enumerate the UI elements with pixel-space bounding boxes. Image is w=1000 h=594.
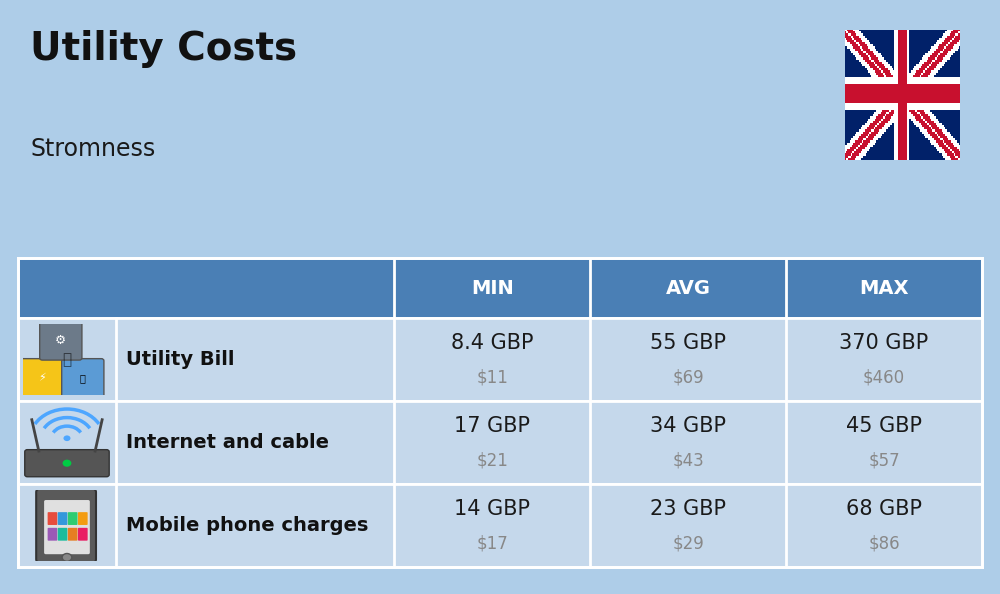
Text: $86: $86: [868, 535, 900, 552]
Text: 55 GBP: 55 GBP: [650, 333, 726, 353]
Text: 14 GBP: 14 GBP: [454, 499, 530, 519]
Text: 370 GBP: 370 GBP: [839, 333, 929, 353]
Text: Utility Bill: Utility Bill: [126, 350, 234, 369]
Text: 8.4 GBP: 8.4 GBP: [451, 333, 534, 353]
Text: 34 GBP: 34 GBP: [650, 416, 726, 436]
FancyBboxPatch shape: [18, 258, 982, 318]
Text: $69: $69: [672, 368, 704, 386]
Text: 23 GBP: 23 GBP: [650, 499, 726, 519]
Text: Mobile phone charges: Mobile phone charges: [126, 516, 368, 535]
Text: 17 GBP: 17 GBP: [454, 416, 530, 436]
FancyBboxPatch shape: [18, 484, 982, 567]
Text: Utility Costs: Utility Costs: [30, 30, 297, 68]
Text: $11: $11: [476, 368, 508, 386]
FancyBboxPatch shape: [18, 401, 982, 484]
Text: $29: $29: [672, 535, 704, 552]
Text: 68 GBP: 68 GBP: [846, 499, 922, 519]
FancyBboxPatch shape: [18, 318, 982, 401]
Text: $57: $57: [868, 451, 900, 469]
Text: AVG: AVG: [666, 279, 711, 298]
Text: MAX: MAX: [859, 279, 909, 298]
Text: $43: $43: [672, 451, 704, 469]
Text: 45 GBP: 45 GBP: [846, 416, 922, 436]
Text: $460: $460: [863, 368, 905, 386]
Text: Internet and cable: Internet and cable: [126, 433, 329, 452]
Text: $21: $21: [476, 451, 508, 469]
Text: Stromness: Stromness: [30, 137, 155, 160]
Text: MIN: MIN: [471, 279, 514, 298]
Text: $17: $17: [476, 535, 508, 552]
